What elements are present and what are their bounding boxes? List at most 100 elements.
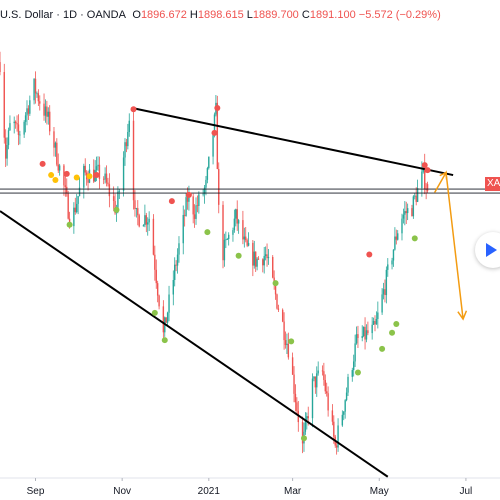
candle — [384, 279, 386, 303]
candle — [392, 249, 395, 267]
open-value: 1896.672 — [140, 9, 187, 21]
candle — [225, 231, 227, 249]
candle — [77, 196, 79, 215]
candle — [39, 95, 41, 111]
candle — [263, 247, 265, 274]
current-price-line — [0, 188, 500, 194]
candle — [367, 321, 369, 336]
low-label: L — [246, 9, 253, 21]
candle — [46, 100, 48, 125]
candle — [102, 176, 105, 185]
candle — [185, 193, 187, 217]
candle — [424, 153, 426, 195]
play-button[interactable] — [475, 232, 500, 268]
candle — [74, 197, 76, 215]
candle — [395, 229, 398, 245]
candle — [313, 376, 315, 382]
candle — [264, 246, 267, 261]
candle — [222, 201, 224, 269]
projection-path[interactable] — [434, 170, 464, 320]
candle — [226, 237, 228, 240]
candle — [291, 352, 294, 375]
candle — [266, 243, 268, 267]
symbol-title: U.S. Dollar · 1D · OANDA — [0, 9, 126, 21]
x-tick-label: Sep — [27, 486, 45, 497]
candle — [236, 200, 238, 231]
candle — [166, 311, 169, 326]
candle — [362, 326, 365, 338]
candle — [29, 95, 31, 116]
high-label: H — [189, 9, 198, 21]
candle — [387, 258, 389, 277]
candle — [132, 112, 135, 210]
candle — [272, 255, 274, 279]
candle — [134, 190, 136, 217]
candle — [183, 209, 186, 227]
x-tick-label: Mar — [284, 486, 302, 497]
candle — [415, 187, 417, 206]
candle — [112, 186, 115, 212]
low-value: 1889.700 — [252, 9, 299, 21]
trendline[interactable] — [0, 210, 389, 478]
candle — [165, 317, 167, 323]
candle — [122, 151, 125, 197]
candle — [391, 257, 393, 270]
signal-dot-green — [393, 321, 400, 328]
candle — [144, 204, 146, 228]
candle — [208, 156, 210, 170]
candle — [127, 123, 129, 150]
signal-dot-green — [66, 221, 73, 228]
x-tick-label: 2021 — [198, 486, 221, 497]
candle — [364, 317, 366, 350]
signal-dot-green — [204, 229, 211, 236]
candle — [125, 138, 128, 153]
candle — [371, 317, 373, 340]
candle — [67, 190, 69, 220]
candle — [337, 418, 339, 452]
close-label: C — [301, 9, 310, 21]
candle — [182, 205, 184, 255]
candle — [152, 214, 155, 256]
candle — [323, 362, 325, 386]
candle — [23, 120, 25, 138]
candle — [237, 218, 240, 234]
candle — [156, 280, 159, 303]
candle — [257, 256, 260, 260]
candle — [192, 193, 194, 224]
candle — [277, 304, 280, 313]
candle — [76, 193, 78, 214]
candle — [394, 227, 396, 251]
candle — [316, 366, 318, 397]
candle — [276, 293, 278, 310]
candle — [186, 187, 189, 210]
candle — [343, 411, 345, 421]
candle — [118, 189, 121, 199]
candle — [304, 412, 307, 435]
candle — [317, 361, 319, 376]
candle — [175, 260, 177, 272]
candle — [93, 159, 95, 184]
candle — [97, 156, 99, 171]
candle — [73, 202, 75, 234]
candle — [232, 227, 234, 242]
candle — [324, 374, 326, 395]
candle — [205, 176, 207, 196]
candle — [137, 200, 139, 226]
candles — [0, 51, 429, 455]
candle — [406, 203, 409, 221]
signal-dot-yellow — [73, 174, 80, 181]
candle — [54, 141, 57, 157]
candle — [296, 397, 298, 415]
candle — [354, 334, 356, 367]
candle — [98, 156, 101, 189]
candle — [195, 197, 197, 225]
signal-dot-red — [185, 191, 192, 198]
candle — [243, 227, 246, 248]
candle — [49, 105, 51, 136]
candle — [168, 285, 170, 322]
candle — [283, 312, 285, 350]
candle — [352, 354, 355, 377]
candle — [56, 138, 58, 167]
trendline[interactable] — [131, 107, 454, 177]
